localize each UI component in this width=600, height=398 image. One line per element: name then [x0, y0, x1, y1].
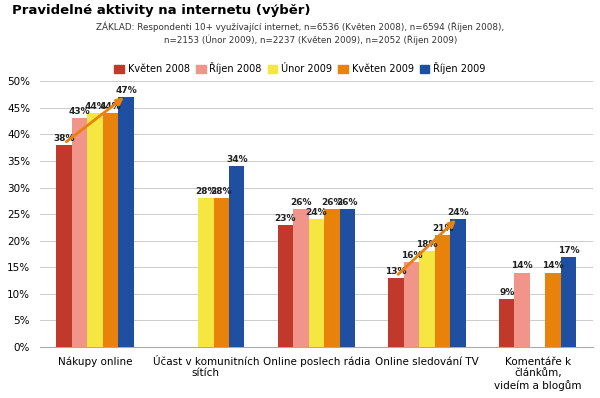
Text: Pravidelné aktivity na internetu (výběr): Pravidelné aktivity na internetu (výběr) [12, 4, 311, 17]
Bar [388, 278, 404, 347]
Bar [561, 257, 577, 347]
Bar [545, 273, 561, 347]
Bar [419, 252, 435, 347]
Legend: Květen 2008, Říjen 2008, Únor 2009, Květen 2009, Říjen 2009: Květen 2008, Říjen 2008, Únor 2009, Květ… [110, 59, 490, 78]
Bar [214, 198, 229, 347]
Text: 17%: 17% [558, 246, 580, 255]
Bar [451, 219, 466, 347]
Bar [198, 198, 214, 347]
Bar [499, 299, 514, 347]
Bar [229, 166, 244, 347]
Text: 44%: 44% [100, 102, 121, 111]
Bar [514, 273, 530, 347]
Text: 26%: 26% [321, 198, 343, 207]
Text: 26%: 26% [337, 198, 358, 207]
Bar [293, 209, 308, 347]
Text: 43%: 43% [69, 107, 91, 116]
Bar [278, 225, 293, 347]
Text: 21%: 21% [432, 224, 454, 233]
Text: 23%: 23% [275, 214, 296, 222]
Bar [340, 209, 355, 347]
Text: 14%: 14% [542, 261, 564, 271]
Text: ZÁKLAD: Respondenti 10+ využívající internet, n=6536 (Květen 2008), n=6594 (Říje: ZÁKLAD: Respondenti 10+ využívající inte… [96, 22, 504, 45]
Bar [435, 235, 451, 347]
Text: 28%: 28% [195, 187, 217, 196]
Bar [324, 209, 340, 347]
Text: 38%: 38% [53, 134, 75, 143]
Bar [103, 113, 118, 347]
Text: 16%: 16% [401, 251, 422, 260]
Bar [56, 145, 72, 347]
Text: 28%: 28% [211, 187, 232, 196]
Text: 24%: 24% [447, 208, 469, 217]
Text: 44%: 44% [84, 102, 106, 111]
Bar [308, 219, 324, 347]
Text: 26%: 26% [290, 198, 311, 207]
Bar [404, 262, 419, 347]
Text: 9%: 9% [499, 288, 514, 297]
Text: 24%: 24% [305, 208, 327, 217]
Text: 18%: 18% [416, 240, 438, 249]
Text: 14%: 14% [511, 261, 533, 271]
Text: 13%: 13% [385, 267, 407, 276]
Text: 34%: 34% [226, 155, 248, 164]
Text: 47%: 47% [115, 86, 137, 95]
Bar [72, 119, 88, 347]
Bar [88, 113, 103, 347]
Bar [118, 97, 134, 347]
